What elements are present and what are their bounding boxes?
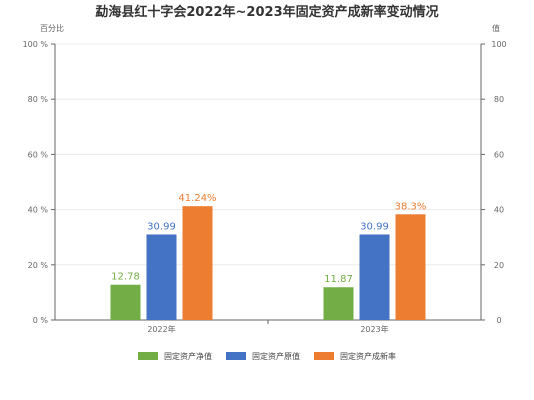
right-axis-name: 值 xyxy=(492,23,500,33)
bar[interactable] xyxy=(359,234,390,320)
legend-item[interactable]: 固定资产原值 xyxy=(226,351,300,361)
left-tick-label: 80 % xyxy=(28,95,49,104)
left-tick-label: 60 % xyxy=(28,150,49,159)
bars: 12.78 30.99 41.24% 11.87 30.99 38.3% xyxy=(110,193,427,320)
bar-data-label: 11.87 xyxy=(324,274,353,285)
x-tick-label: 2022年 xyxy=(147,324,175,334)
bar-data-label: 30.99 xyxy=(360,221,389,232)
left-tick-label: 40 % xyxy=(28,206,49,215)
right-tick-label: 100 xyxy=(491,40,506,49)
legend-label: 固定资产净值 xyxy=(164,351,212,361)
legend-label: 固定资产原值 xyxy=(252,351,300,361)
bar[interactable] xyxy=(146,234,177,320)
bar-data-label: 12.78 xyxy=(111,272,140,283)
bar[interactable] xyxy=(323,287,354,320)
bar-data-label: 38.3% xyxy=(395,201,427,212)
bar[interactable] xyxy=(182,206,213,320)
bar-data-label: 30.99 xyxy=(147,221,176,232)
left-tick-label: 0 % xyxy=(33,316,49,325)
bar[interactable] xyxy=(110,284,141,320)
legend-label: 固定资产成新率 xyxy=(340,351,396,361)
chart-title: 勐海县红十字会2022年~2023年固定资产成新率变动情况 xyxy=(95,4,438,20)
bar[interactable] xyxy=(395,214,426,320)
right-tick-label: 40 xyxy=(494,206,504,215)
legend[interactable]: 固定资产净值 固定资产原值 固定资产成新率 xyxy=(138,351,396,361)
legend-item[interactable]: 固定资产净值 xyxy=(138,351,212,361)
left-axis-name: 百分比 xyxy=(40,23,64,33)
legend-swatch xyxy=(138,352,158,360)
legend-item[interactable]: 固定资产成新率 xyxy=(314,351,396,361)
right-tick-label: 60 xyxy=(494,150,504,159)
right-tick-label: 80 xyxy=(494,95,504,104)
legend-swatch xyxy=(314,352,334,360)
left-tick-label: 100 % xyxy=(23,40,49,49)
bar-data-label: 41.24% xyxy=(178,193,216,204)
left-tick-label: 20 % xyxy=(28,261,49,270)
x-tick-label: 2023年 xyxy=(360,324,388,334)
axes: 0 % 20 % 40 % 60 % 80 % 100 % 0 20 40 60 80 100 2022… xyxy=(23,40,507,334)
right-tick-label: 20 xyxy=(494,261,504,270)
right-tick-label: 0 xyxy=(496,316,501,325)
legend-swatch xyxy=(226,352,246,360)
